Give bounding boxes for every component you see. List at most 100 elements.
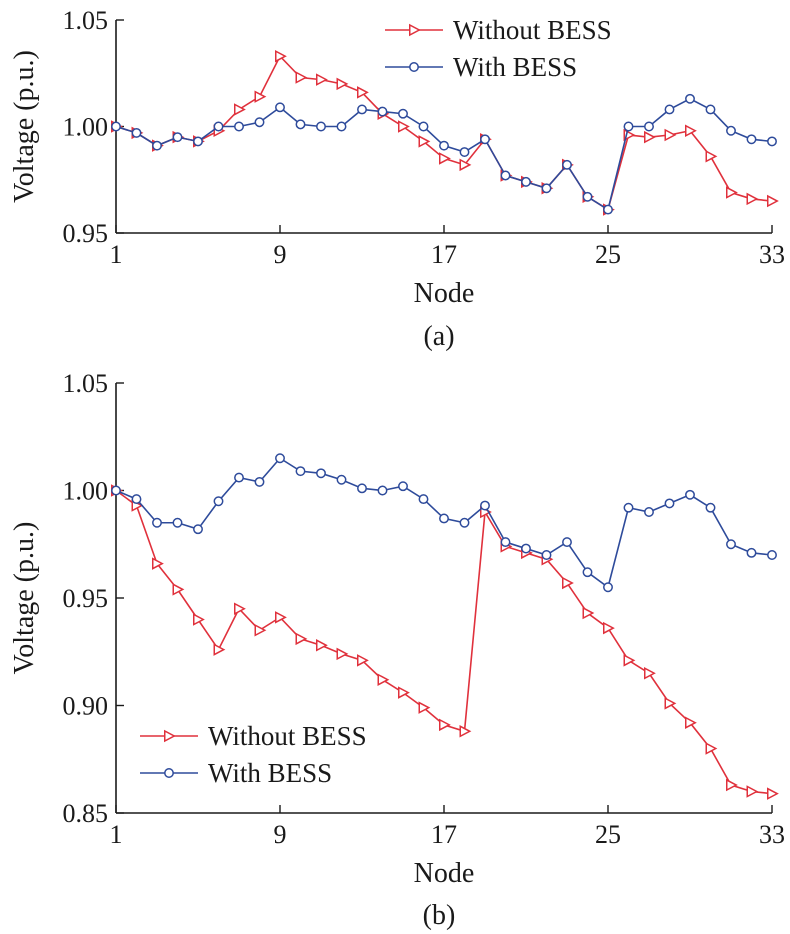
y-axis-label: Voltage (p.u.) (9, 522, 40, 675)
data-point (623, 502, 634, 513)
legend-item: Without BESS (140, 721, 367, 751)
data-point (726, 186, 738, 199)
data-point (685, 93, 695, 104)
y-tick-label: 1.05 (63, 369, 109, 398)
data-point (152, 557, 164, 570)
data-point (500, 170, 511, 181)
data-point (193, 136, 203, 147)
data-point (480, 134, 490, 145)
data-point (295, 119, 306, 130)
data-point (705, 742, 718, 755)
data-point (562, 159, 572, 170)
data-point (275, 49, 287, 63)
data-point (623, 121, 634, 132)
data-point (664, 128, 677, 142)
data-point (275, 611, 287, 624)
data-point (767, 136, 777, 147)
data-point (111, 121, 121, 132)
x-tick-label: 9 (274, 820, 287, 849)
data-point (521, 176, 531, 187)
legend-label: With BESS (453, 52, 577, 82)
data-point (295, 71, 308, 84)
data-point (131, 127, 142, 138)
x-tick-label: 9 (274, 240, 287, 269)
data-point (418, 494, 429, 505)
data-point (767, 787, 779, 800)
data-point (541, 550, 552, 560)
data-point (213, 643, 226, 656)
data-point (439, 513, 449, 524)
y-axis-label: Voltage (p.u.) (9, 50, 40, 203)
data-point (705, 150, 718, 163)
data-point (213, 121, 224, 132)
data-point (418, 701, 431, 714)
data-point (398, 120, 410, 133)
data-point (336, 474, 347, 485)
data-point (480, 500, 490, 511)
data-point (275, 453, 285, 464)
x-tick-label: 33 (759, 820, 785, 849)
data-point (746, 192, 759, 206)
data-point (295, 632, 308, 646)
legend-item: With BESS (385, 52, 577, 82)
x-axis-label: Node (414, 858, 475, 889)
data-point (234, 121, 244, 132)
data-point (644, 507, 654, 517)
x-tick-label: 33 (759, 240, 785, 269)
data-point (172, 583, 185, 596)
x-tick-label: 25 (595, 240, 621, 269)
data-point (439, 140, 449, 151)
data-point (726, 125, 736, 136)
data-point (377, 485, 388, 496)
data-point (582, 191, 593, 202)
data-point (193, 524, 203, 535)
data-point (193, 613, 205, 626)
y-tick-label: 1.00 (63, 113, 109, 142)
data-point (398, 108, 408, 119)
legend-marker (409, 62, 419, 72)
legend-marker (164, 768, 174, 778)
legend: Without BESS With BESS (385, 15, 612, 82)
data-point (582, 606, 595, 620)
data-point (685, 716, 697, 729)
data-point (316, 73, 328, 86)
data-point (726, 778, 738, 792)
legend: Without BESS With BESS (140, 721, 367, 788)
series-with-bess (111, 453, 777, 593)
data-point (377, 673, 390, 686)
data-point (336, 77, 349, 91)
legend-marker (164, 729, 176, 743)
data-point (644, 667, 656, 680)
data-point (459, 158, 472, 172)
x-tick-label: 17 (431, 240, 457, 269)
x-tick-label: 1 (110, 820, 123, 849)
data-point (275, 102, 285, 113)
data-point (254, 624, 267, 637)
data-point (603, 204, 613, 215)
data-point (316, 639, 328, 652)
chart-panel-a: 0.95 1.00 1.05 1 9 17 25 33 Node Voltage (p.u.) (a… (9, 6, 785, 352)
data-point (398, 686, 410, 699)
legend-item: With BESS (140, 758, 332, 788)
x-tick-label: 17 (431, 820, 457, 849)
panel-label: (b) (423, 900, 456, 931)
legend-marker (409, 23, 421, 37)
series-without-bess (111, 49, 779, 216)
data-point (562, 537, 572, 548)
data-point (562, 576, 574, 590)
legend-item: Without BESS (385, 15, 612, 45)
data-point (726, 539, 736, 550)
data-point (316, 121, 326, 132)
data-point (500, 537, 511, 548)
data-point (213, 496, 224, 507)
data-point (746, 134, 757, 145)
data-point (234, 472, 244, 483)
x-axis-label: Node (414, 278, 475, 309)
data-point (603, 621, 615, 635)
data-point (459, 147, 470, 158)
data-point (357, 104, 367, 115)
data-point (582, 567, 593, 578)
data-point (767, 194, 779, 208)
data-point (685, 124, 697, 138)
chart-panel-b: 0.85 0.90 0.95 1.00 1.05 1 9 17 25 33 Node Voltage … (9, 369, 785, 931)
